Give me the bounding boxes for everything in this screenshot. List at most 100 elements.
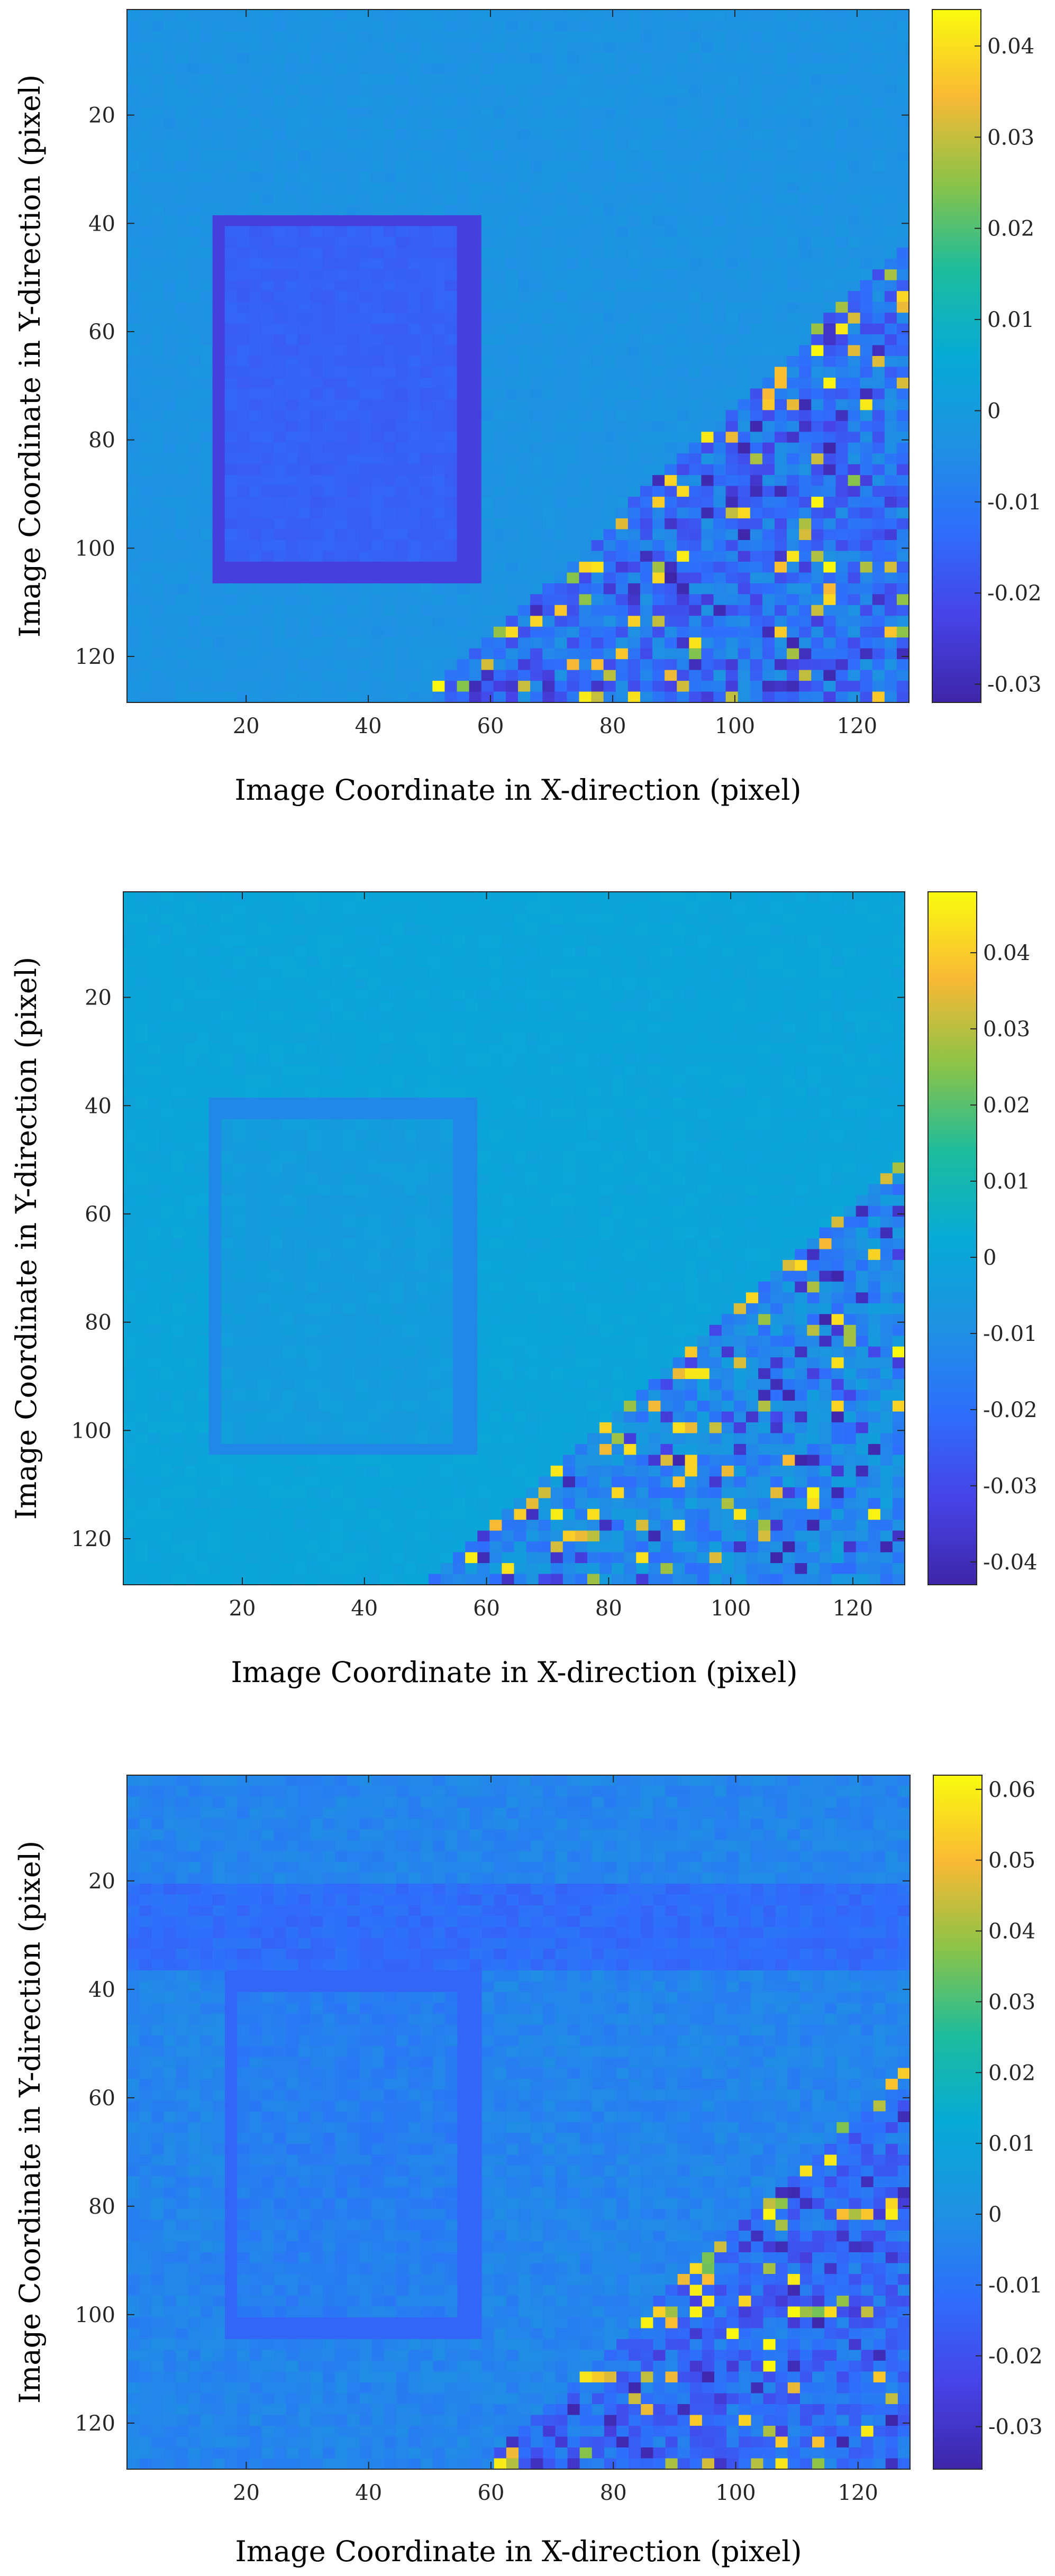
heatmap-cell (298, 442, 311, 454)
heatmap-cell (306, 1000, 319, 1011)
heatmap-cell (738, 486, 751, 497)
heatmap-cell (367, 946, 380, 957)
heatmap-cell (505, 626, 519, 638)
heatmap-cell (334, 42, 348, 53)
heatmap-cell (188, 691, 201, 703)
heatmap-cell (237, 626, 250, 638)
heatmap-cell (835, 486, 849, 497)
heatmap-cell (518, 226, 531, 237)
heatmap-cell (530, 648, 543, 660)
heatmap-cell (872, 377, 885, 389)
heatmap-cell (379, 989, 393, 1001)
heatmap-cell (176, 648, 189, 660)
heatmap-cell (383, 129, 396, 140)
heatmap-cell (848, 334, 861, 346)
heatmap-cell (347, 442, 360, 454)
heatmap-cell (554, 367, 567, 378)
heatmap-cell (860, 96, 873, 107)
heatmap-cell (774, 648, 787, 660)
heatmap-cell (701, 269, 714, 281)
heatmap-cell (127, 172, 140, 184)
heatmap-cell (603, 10, 616, 21)
heatmap-cell (530, 10, 543, 21)
heatmap-cell (298, 42, 311, 53)
heatmap-cell (493, 129, 506, 140)
heatmap-cell (884, 236, 897, 248)
heatmap-cell (750, 248, 763, 259)
heatmap-cell (371, 107, 384, 118)
heatmap-cell (677, 475, 689, 487)
heatmap-cell (762, 421, 775, 432)
heatmap-cell (334, 518, 348, 530)
heatmap-cell (615, 605, 629, 616)
heatmap-cell (579, 626, 592, 638)
heatmap-cell (502, 924, 515, 936)
heatmap-cell (884, 52, 897, 64)
heatmap-cell (872, 193, 885, 205)
heatmap-cell (733, 1021, 747, 1033)
heatmap-cell (880, 924, 893, 936)
heatmap-cell (493, 280, 506, 291)
heatmap-cell (139, 20, 152, 32)
heatmap-cell (457, 518, 470, 530)
heatmap-cell (579, 497, 592, 508)
heatmap-cell (359, 497, 372, 508)
heatmap-cell (787, 659, 799, 671)
heatmap-cell (783, 1021, 795, 1033)
heatmap-cell (127, 583, 140, 595)
heatmap-cell (750, 561, 763, 573)
heatmap-cell (823, 161, 836, 172)
heatmap-cell (212, 442, 225, 454)
heatmap-cell (603, 226, 616, 237)
heatmap-cell (745, 956, 759, 968)
heatmap-cell (725, 356, 739, 368)
heatmap-cell (371, 323, 384, 335)
heatmap-cell (148, 913, 160, 925)
heatmap-cell (542, 63, 555, 75)
heatmap-cell (127, 10, 140, 21)
heatmap-cell (359, 52, 372, 64)
heatmap-cell (383, 540, 396, 552)
heatmap-cell (383, 215, 396, 226)
heatmap-cell (282, 967, 295, 979)
heatmap-cell (481, 572, 494, 584)
heatmap-cell (640, 529, 653, 541)
heatmap-cell (441, 989, 453, 1001)
heatmap-cell (738, 182, 751, 194)
heatmap-cell (701, 691, 714, 703)
heatmap-cell (575, 1021, 588, 1033)
heatmap-cell (603, 85, 616, 97)
heatmap-cell (359, 215, 372, 226)
heatmap-cell (783, 913, 795, 925)
heatmap-cell (514, 1000, 527, 1011)
heatmap-cell (530, 280, 543, 291)
heatmap-cell (294, 946, 307, 957)
heatmap-cell (640, 421, 653, 432)
heatmap-cell (444, 42, 458, 53)
heatmap-cell (457, 583, 470, 595)
heatmap-cell (575, 924, 588, 936)
heatmap-cell (848, 367, 861, 378)
heatmap-cell (835, 475, 849, 487)
heatmap-cell (322, 605, 335, 616)
heatmap-cell (392, 902, 405, 914)
heatmap-cell (872, 236, 885, 248)
heatmap-cell (652, 583, 665, 595)
heatmap-cell (591, 52, 604, 64)
heatmap-cell (701, 410, 714, 422)
heatmap-cell (567, 681, 580, 692)
heatmap-cell (465, 913, 478, 925)
heatmap-cell (457, 193, 470, 205)
heatmap-cell (627, 432, 641, 443)
heatmap-cell (331, 1011, 344, 1022)
heatmap-cell (298, 529, 311, 541)
heatmap-cell (823, 356, 836, 368)
heatmap-cell (627, 561, 641, 573)
heatmap-cell (819, 946, 832, 957)
heatmap-cell (807, 913, 820, 925)
heatmap-cell (599, 1000, 612, 1011)
heatmap-cell (823, 442, 836, 454)
heatmap-cell (396, 583, 408, 595)
heatmap-cell (627, 551, 641, 562)
heatmap-cell (208, 1011, 222, 1022)
